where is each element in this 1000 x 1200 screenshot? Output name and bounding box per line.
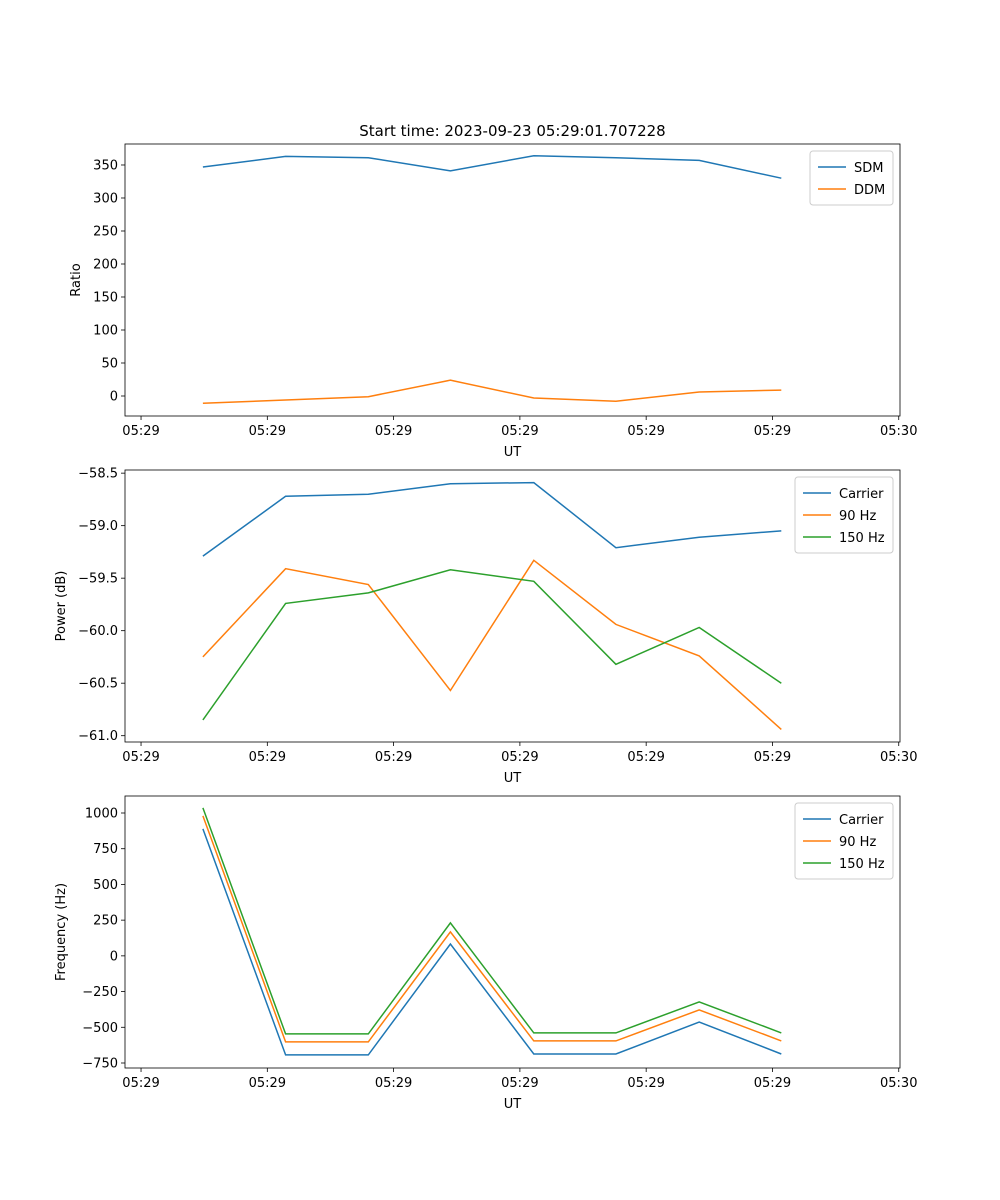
legend-box	[794, 476, 894, 554]
x-tick-label: 05:29	[754, 1076, 791, 1091]
y-tick-label: 500	[93, 878, 118, 893]
series-line-90-hz	[202, 815, 782, 1043]
series-line-ddm	[202, 379, 782, 405]
series-line-sdm	[202, 154, 782, 179]
x-axis-label: UT	[504, 771, 522, 786]
legend-box	[809, 150, 894, 206]
y-tick-label: 200	[93, 257, 118, 272]
legend: Carrier 90 Hz 150 Hz	[794, 476, 894, 554]
legend-label: Carrier	[839, 813, 884, 828]
legend-label: Carrier	[839, 487, 884, 502]
y-tick-label: −58.5	[78, 467, 118, 482]
axes-frame	[124, 143, 901, 417]
y-tick-label: 50	[101, 356, 118, 371]
chart-title: Start time: 2023-09-23 05:29:01.707228	[359, 122, 665, 140]
legend-label: SDM	[854, 161, 883, 176]
x-tick-label: 05:29	[375, 424, 412, 439]
series-line-90-hz	[202, 559, 782, 730]
axes-frame	[124, 469, 901, 743]
y-tick-label: −61.0	[78, 729, 118, 744]
x-tick-label: 05:29	[122, 750, 159, 765]
x-tick-label: 05:29	[754, 750, 791, 765]
y-tick-label: −250	[82, 985, 118, 1000]
x-tick-label: 05:29	[501, 1076, 538, 1091]
x-tick-label: 05:30	[880, 1076, 917, 1091]
y-tick-label: −500	[82, 1021, 118, 1036]
y-tick-label: −750	[82, 1057, 118, 1072]
x-tick-label: 05:29	[375, 750, 412, 765]
x-tick-label: 05:29	[501, 424, 538, 439]
y-tick-label: −59.0	[78, 519, 118, 534]
y-tick-label: 1000	[85, 807, 118, 822]
subplot-3: 05:29 05:29 05:29 05:29 05:29 05:29 05:30 UT −75…	[54, 795, 917, 1112]
y-tick-label: −59.5	[78, 572, 118, 587]
y-tick-label: 0	[110, 949, 118, 964]
y-tick-label: 100	[93, 323, 118, 338]
y-tick-label: −60.0	[78, 624, 118, 639]
y-axis-label: Ratio	[69, 263, 84, 296]
y-tick-label: 250	[93, 914, 118, 929]
legend-label: 90 Hz	[839, 509, 876, 524]
y-axis-label: Frequency (Hz)	[54, 883, 69, 981]
series-line-carrier	[202, 828, 782, 1056]
legend: Carrier 90 Hz 150 Hz	[794, 802, 894, 880]
y-tick-label: 300	[93, 191, 118, 206]
y-tick-label: 250	[93, 224, 118, 239]
series-line-carrier	[202, 481, 782, 557]
x-tick-label: 05:29	[122, 1076, 159, 1091]
y-tick-label: −60.5	[78, 677, 118, 692]
x-tick-label: 05:29	[627, 1076, 664, 1091]
x-axis-label: UT	[504, 445, 522, 460]
series-line-150-hz	[202, 807, 782, 1035]
y-tick-label: 0	[110, 390, 118, 405]
x-tick-label: 05:30	[880, 750, 917, 765]
x-tick-label: 05:29	[122, 424, 159, 439]
subplot-2: 05:29 05:29 05:29 05:29 05:29 05:29 05:30 UT −61…	[54, 467, 917, 786]
legend-label: DDM	[854, 183, 885, 198]
series-line-150-hz	[202, 569, 782, 721]
x-tick-label: 05:29	[627, 750, 664, 765]
x-tick-label: 05:29	[754, 424, 791, 439]
x-tick-label: 05:30	[880, 424, 917, 439]
legend-label: 150 Hz	[839, 857, 885, 872]
legend-box	[794, 802, 894, 880]
y-tick-label: 750	[93, 842, 118, 857]
x-tick-label: 05:29	[627, 424, 664, 439]
x-tick-label: 05:29	[501, 750, 538, 765]
subplot-1: Start time: 2023-09-23 05:29:01.70722805…	[69, 122, 917, 460]
axes-frame	[124, 795, 901, 1069]
x-tick-label: 05:29	[249, 424, 286, 439]
y-tick-label: 350	[93, 158, 118, 173]
legend-label: 150 Hz	[839, 531, 885, 546]
x-tick-label: 05:29	[249, 750, 286, 765]
x-tick-label: 05:29	[375, 1076, 412, 1091]
x-tick-label: 05:29	[249, 1076, 286, 1091]
legend-label: 90 Hz	[839, 835, 876, 850]
legend: SDM DDM	[809, 150, 894, 206]
x-axis-label: UT	[504, 1097, 522, 1112]
y-axis-label: Power (dB)	[54, 571, 69, 642]
y-tick-label: 150	[93, 290, 118, 305]
